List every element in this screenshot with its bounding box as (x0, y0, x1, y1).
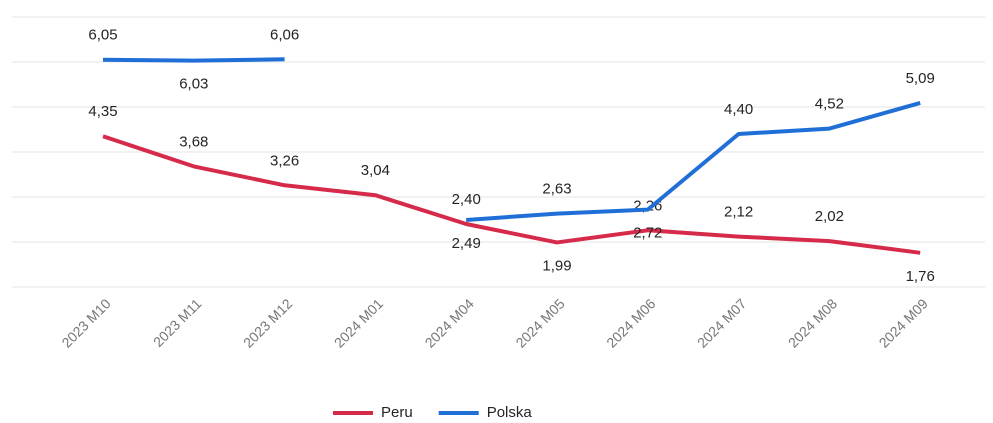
data-label: 3,04 (361, 162, 390, 179)
x-tick-label: 2024 M09 (876, 295, 931, 350)
data-label: 3,68 (179, 133, 208, 150)
data-label: 2,40 (452, 191, 481, 208)
x-tick-label: 2023 M11 (150, 295, 205, 350)
data-label: 4,40 (724, 101, 753, 118)
x-tick-label: 2024 M01 (331, 295, 386, 350)
data-label: 2,02 (815, 208, 844, 225)
data-label: 2,12 (724, 204, 753, 221)
series-line (102, 57, 921, 222)
series-line (102, 134, 921, 255)
data-label: 5,09 (906, 70, 935, 87)
x-tick-label: 2024 M08 (785, 295, 840, 350)
data-label: 4,35 (88, 103, 117, 120)
data-label: 1,76 (906, 268, 935, 285)
x-tick-label: 2024 M05 (512, 295, 567, 350)
legend-label: Polska (487, 404, 533, 421)
data-label: 4,52 (815, 96, 844, 113)
data-label: 2,63 (542, 181, 571, 198)
data-label: 6,05 (88, 27, 117, 44)
data-label: 6,06 (270, 26, 299, 43)
data-label: 2,49 (452, 235, 481, 252)
data-label: 2,72 (633, 225, 662, 242)
legend-label: Peru (381, 404, 413, 421)
data-label: 3,26 (270, 152, 299, 169)
x-tick-label: 2024 M06 (603, 295, 658, 350)
data-label: 6,03 (179, 76, 208, 93)
data-label: 1,99 (542, 257, 571, 274)
x-tick-label: 2024 M07 (694, 295, 749, 350)
x-tick-label: 2024 M04 (422, 295, 477, 350)
x-tick-label: 2023 M12 (240, 295, 295, 350)
x-tick-label: 2023 M10 (58, 295, 113, 350)
